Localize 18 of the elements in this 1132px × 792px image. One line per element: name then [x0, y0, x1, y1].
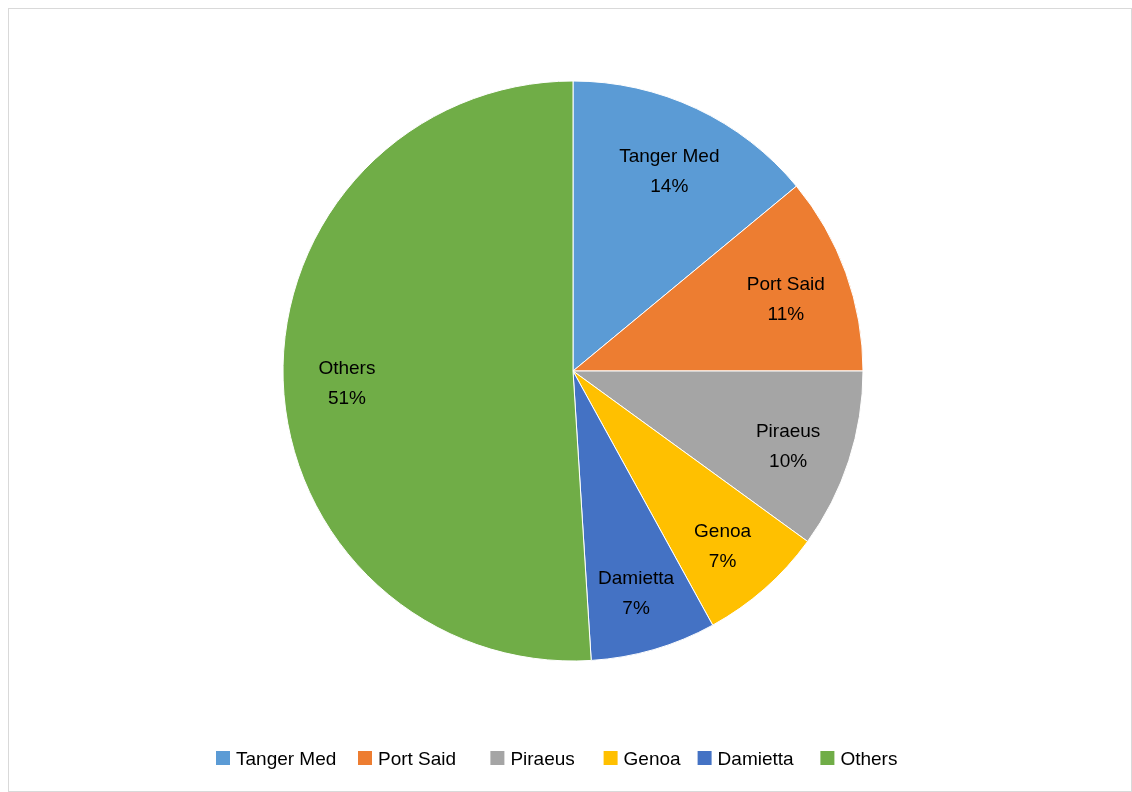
slice-label: Port Said	[746, 273, 825, 295]
legend-label: Damietta	[717, 748, 795, 769]
slice-label: Others	[318, 357, 376, 379]
legend-label: Port Said	[378, 748, 457, 769]
data-label: 10%	[769, 449, 808, 471]
data-label: 7%	[622, 597, 650, 619]
data-label: 7%	[708, 549, 737, 571]
data-label: 11%	[767, 303, 805, 325]
legend-label: Genoa	[623, 748, 682, 769]
data-label: 51%	[327, 387, 367, 409]
legend-label: Others	[840, 748, 898, 769]
legend-label: Piraeus	[510, 748, 575, 769]
slice-label: Tanger Med	[619, 145, 720, 167]
legend-label: Tanger Med	[236, 748, 337, 769]
slice-label: Piraeus	[755, 419, 821, 441]
slice-label: Genoa	[694, 519, 752, 541]
data-label: 14%	[650, 175, 689, 197]
slice-label: Damietta	[598, 567, 675, 589]
